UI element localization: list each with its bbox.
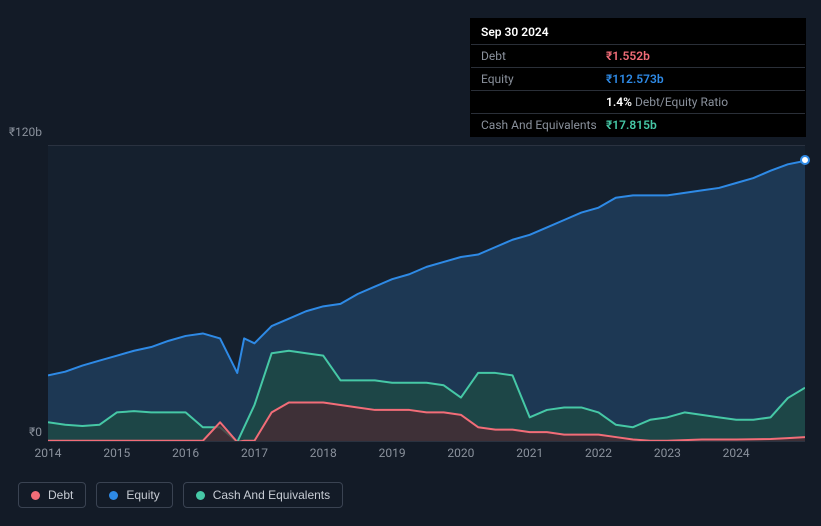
x-axis-tick: 2014 (35, 446, 62, 460)
x-axis-tick: 2024 (723, 446, 750, 460)
tooltip-row-value: 1.4% Debt/Equity Ratio (606, 95, 728, 109)
chart-root: { "tooltip": { "date": "Sep 30 2024", "r… (0, 0, 821, 526)
legend-label: Cash And Equivalents (213, 488, 330, 502)
tooltip-row-value: ₹112.573b (606, 72, 664, 86)
x-axis-tick: 2022 (585, 446, 612, 460)
chart-legend: Debt Equity Cash And Equivalents (18, 482, 343, 508)
legend-label: Equity (126, 488, 159, 502)
tooltip-row: 1.4% Debt/Equity Ratio (471, 91, 805, 114)
legend-dot (109, 491, 118, 500)
x-axis-tick: 2015 (103, 446, 130, 460)
x-axis-tick: 2016 (172, 446, 199, 460)
tooltip-row-label (481, 95, 606, 109)
tooltip-row-label: Cash And Equivalents (481, 118, 606, 132)
x-axis-tick: 2017 (241, 446, 268, 460)
x-axis-tick: 2023 (654, 446, 681, 460)
x-axis-tick: 2019 (379, 446, 406, 460)
legend-item-debt[interactable]: Debt (18, 482, 86, 508)
tooltip-row-value: ₹17.815b (606, 118, 657, 132)
tooltip-row: Cash And Equivalents₹17.815b (471, 114, 805, 136)
tooltip-row-label: Equity (481, 72, 606, 86)
tooltip-row: Equity₹112.573b (471, 68, 805, 91)
y-axis-label-top: ₹120b (2, 125, 42, 139)
legend-dot (196, 491, 205, 500)
legend-item-cash-and-equivalents[interactable]: Cash And Equivalents (183, 482, 343, 508)
x-axis-line (48, 441, 805, 442)
x-axis-tick: 2021 (516, 446, 543, 460)
x-axis-tick: 2020 (447, 446, 474, 460)
chart-plot-area[interactable] (48, 145, 805, 441)
legend-dot (31, 491, 40, 500)
x-axis-tick: 2018 (310, 446, 337, 460)
y-axis-label-bottom: ₹0 (2, 425, 42, 439)
tooltip-box: Sep 30 2024 Debt₹1.552bEquity₹112.573b1.… (470, 18, 806, 137)
tooltip-row-label: Debt (481, 49, 606, 63)
legend-label: Debt (48, 488, 73, 502)
tooltip-row-value: ₹1.552b (606, 49, 650, 63)
tooltip-date: Sep 30 2024 (471, 19, 805, 45)
x-axis: 2014201520162017201820192020202120222023… (48, 446, 805, 464)
series-end-marker (800, 155, 810, 165)
legend-item-equity[interactable]: Equity (96, 482, 172, 508)
tooltip-row: Debt₹1.552b (471, 45, 805, 68)
